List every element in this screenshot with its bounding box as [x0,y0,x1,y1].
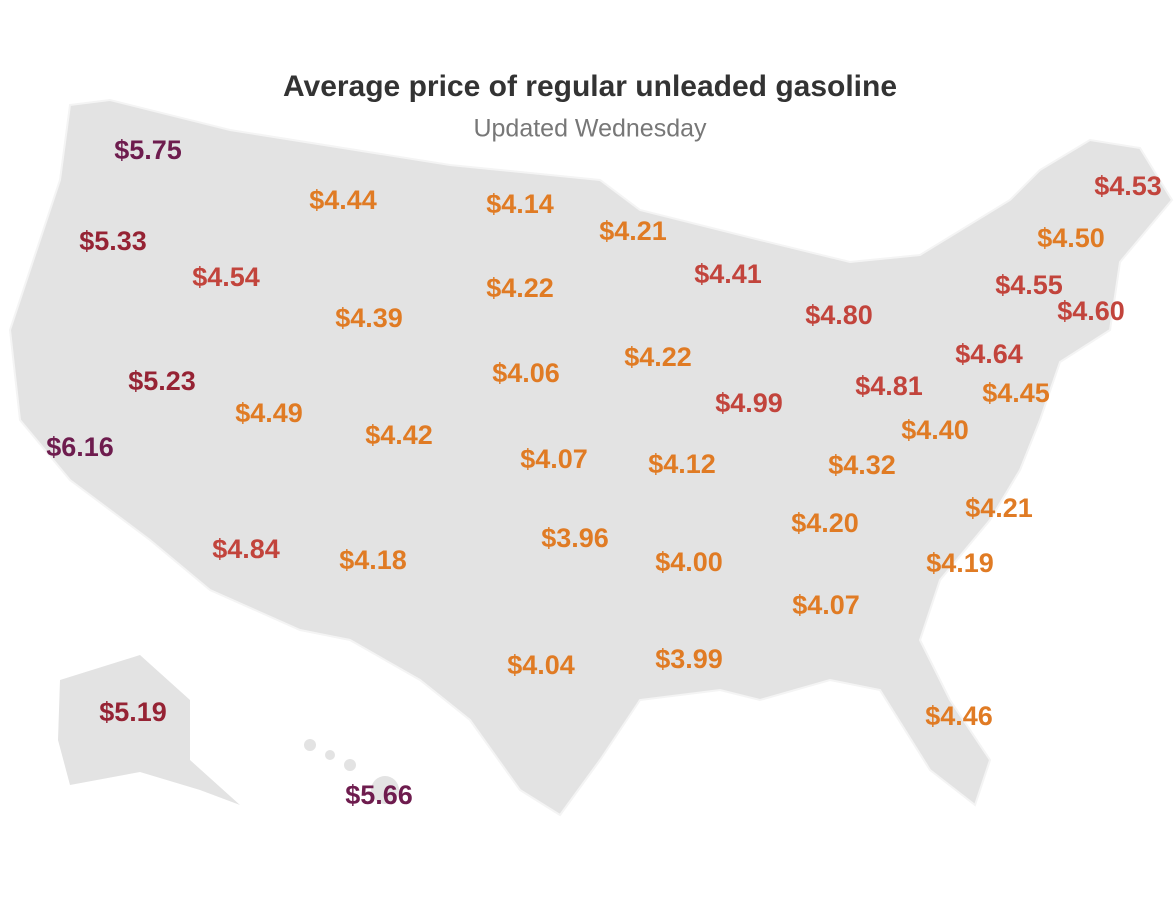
price-label: $4.22 [624,342,692,372]
price-label: $3.96 [541,523,609,553]
price-label: $4.99 [715,388,783,418]
price-label: $4.07 [792,590,860,620]
price-label: $6.16 [46,432,114,462]
price-label: $4.45 [982,378,1050,408]
price-label: $5.75 [114,135,182,165]
price-label: $4.53 [1094,171,1162,201]
price-label: $4.41 [694,259,762,289]
hawaii [304,739,399,804]
us-mainland [8,98,1174,817]
price-label: $4.80 [805,300,873,330]
price-label: $4.64 [955,339,1023,369]
price-label: $4.19 [926,548,994,578]
subtitle: Updated Wednesday [473,115,707,143]
price-label: $4.22 [486,273,554,303]
price-label: $5.19 [99,697,167,727]
price-label: $4.44 [309,185,377,215]
price-label: $4.20 [791,508,859,538]
price-label: $4.06 [492,358,560,388]
price-label: $4.46 [925,701,993,731]
price-label: $4.55 [995,270,1063,300]
price-label: $4.42 [365,420,433,450]
price-label: $4.54 [192,262,260,292]
price-label: $4.00 [655,547,723,577]
price-label: $3.99 [655,644,723,674]
price-label: $4.60 [1057,296,1125,326]
price-label: $4.14 [486,189,554,219]
price-label: $5.66 [345,780,413,810]
price-label: $4.12 [648,449,716,479]
price-label: $4.50 [1037,223,1105,253]
price-label: $4.84 [212,534,280,564]
price-label: $5.33 [79,226,147,256]
price-label: $4.81 [855,371,923,401]
price-label: $4.32 [828,450,896,480]
title: Average price of regular unleaded gasoli… [283,70,897,103]
price-label: $4.39 [335,303,403,333]
price-label: $4.21 [599,216,667,246]
price-label: $4.07 [520,444,588,474]
price-label: $5.23 [128,366,196,396]
alaska [58,655,240,805]
price-label: $4.40 [901,415,969,445]
price-label: $4.18 [339,545,407,575]
price-label: $4.21 [965,493,1033,523]
price-label: $4.04 [507,650,575,680]
price-label: $4.49 [235,398,303,428]
